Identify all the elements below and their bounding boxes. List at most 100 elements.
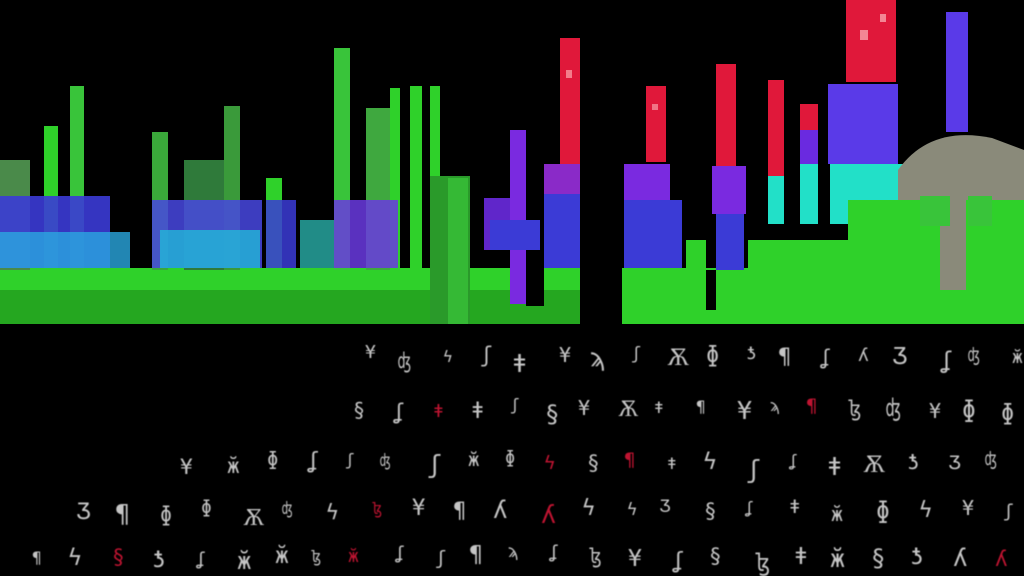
noise-glyph-icon: ʃ	[427, 450, 443, 479]
noise-glyph-icon: ¥	[962, 496, 975, 520]
noise-glyph-icon: ʆ	[394, 543, 405, 564]
red-tower	[560, 38, 580, 164]
noise-glyph-icon: ¶	[32, 548, 42, 567]
noise-glyph-icon: ϟ	[919, 498, 933, 523]
noise-speck	[652, 104, 658, 110]
noise-glyph-icon: §	[704, 499, 717, 523]
noise-glyph-icon: ɸ	[876, 498, 890, 524]
noise-glyph-icon: ¥	[929, 399, 942, 423]
red-tower	[800, 104, 818, 130]
noise-glyph-icon: Ʒ	[893, 344, 907, 370]
red-tower	[716, 64, 736, 166]
violet-band	[334, 200, 398, 268]
red-tower	[768, 80, 784, 176]
noise-glyph-icon: ʆ	[788, 451, 798, 470]
noise-glyph-icon: ¶	[696, 397, 706, 416]
noise-glyph-icon: ƾ	[910, 544, 924, 570]
noise-glyph-icon: ʆ	[548, 542, 559, 563]
noise-glyph-icon: ʆ	[195, 549, 206, 570]
blue-band	[544, 194, 580, 268]
tower	[624, 268, 684, 324]
noise-glyph-icon: ¥	[180, 455, 193, 479]
tower	[410, 86, 422, 270]
noise-glyph-icon: ӂ	[348, 546, 359, 567]
noise-glyph-icon: ʃ	[1003, 501, 1014, 522]
noise-glyph-icon: ӂ	[831, 502, 844, 526]
tower	[920, 196, 950, 226]
noise-glyph-icon: ɮ	[589, 544, 602, 568]
noise-glyph-icon: ϟ	[703, 449, 717, 475]
noise-glyph-icon: ¥	[628, 546, 642, 572]
noise-speck	[566, 70, 572, 78]
noise-glyph-icon: ӂ	[237, 547, 252, 575]
noise-glyph-icon: ¶	[778, 345, 792, 370]
noise-glyph-icon: ¥	[737, 396, 753, 425]
noise-glyph-icon: ʎ	[858, 345, 869, 366]
blue-band	[624, 200, 682, 270]
noise-glyph-icon: ¶	[469, 542, 483, 568]
noise-glyph-icon: ƾ	[907, 450, 920, 474]
noise-glyph-icon: ϡ	[590, 343, 606, 372]
tower	[748, 240, 848, 324]
tower	[390, 88, 400, 270]
black-gap	[526, 250, 544, 306]
noise-glyph-icon: ǂ	[654, 398, 664, 417]
noise-glyph-icon: ǂ	[471, 399, 485, 424]
noise-glyph-icon: ǂ	[789, 496, 801, 518]
noise-glyph-icon: ¶	[806, 395, 818, 417]
violet-band	[544, 164, 580, 194]
ground-band-dark	[0, 290, 580, 324]
noise-glyph-icon: ¥	[559, 343, 572, 367]
noise-glyph-icon: ʆ	[392, 400, 405, 424]
noise-glyph-icon: ʃ	[345, 450, 355, 469]
noise-glyph-icon: ӂ	[1012, 347, 1023, 368]
noise-glyph-icon: ϡ	[508, 542, 519, 562]
noise-glyph-icon: §	[871, 544, 886, 572]
noise-glyph-icon: ϟ	[627, 500, 638, 520]
noise-glyph-icon: ɸ	[962, 397, 976, 423]
noise-glyph-icon: ӂ	[227, 454, 240, 478]
noise-glyph-icon: ʃ	[746, 455, 762, 484]
noise-glyph-icon: ɸ	[505, 448, 516, 468]
noise-glyph-icon: ʆ	[671, 549, 685, 574]
noise-glyph-icon: §	[353, 398, 366, 422]
noise-glyph-icon: ʃ	[435, 547, 447, 569]
blue-band	[266, 200, 296, 268]
noise-glyph-icon: ϟ	[326, 500, 339, 524]
noise-glyph-icon: ϟ	[443, 347, 453, 366]
noise-glyph-icon: ǂ	[667, 454, 677, 473]
cyan-band	[300, 220, 334, 268]
noise-glyph-icon: ʆ	[819, 345, 832, 369]
noise-glyph-icon: ӂ	[830, 544, 846, 573]
noise-glyph-icon: ǂ	[794, 544, 808, 570]
noise-glyph-icon: ƾ	[152, 547, 166, 573]
red-tower	[846, 0, 896, 82]
noise-glyph-icon: ʤ	[886, 394, 901, 422]
noise-glyph-icon: Ѫ	[667, 342, 690, 371]
noise-glyph-icon: ɮ	[755, 549, 770, 576]
noise-glyph-icon: §	[545, 400, 560, 428]
noise-glyph-icon: ʎ	[995, 547, 1008, 571]
noise-glyph-icon: ϟ	[68, 545, 82, 571]
tower	[448, 178, 468, 324]
noise-glyph-icon: ʎ	[493, 496, 508, 524]
noise-glyph-icon: §	[112, 545, 125, 569]
noise-glyph-icon: ɮ	[372, 499, 382, 518]
noise-glyph-icon: ǂ	[512, 349, 528, 378]
noise-glyph-icon: ʎ	[541, 500, 557, 529]
noise-glyph-icon: ʆ	[306, 449, 320, 474]
noise-glyph-icon: ¥	[578, 396, 591, 420]
noise-glyph-icon: ϡ	[770, 396, 780, 415]
noise-glyph-icon: ɸ	[160, 502, 173, 526]
noise-glyph-icon: ɮ	[311, 547, 321, 566]
noise-glyph-icon: ¥	[412, 496, 426, 521]
noise-glyph-icon: ɸ	[201, 497, 212, 518]
violet-tower	[800, 130, 818, 164]
noise-glyph-icon: §	[587, 451, 600, 475]
black-gap	[580, 160, 622, 324]
noise-glyph-icon: ɸ	[706, 343, 720, 368]
noise-glyph-icon: ϟ	[544, 452, 556, 474]
